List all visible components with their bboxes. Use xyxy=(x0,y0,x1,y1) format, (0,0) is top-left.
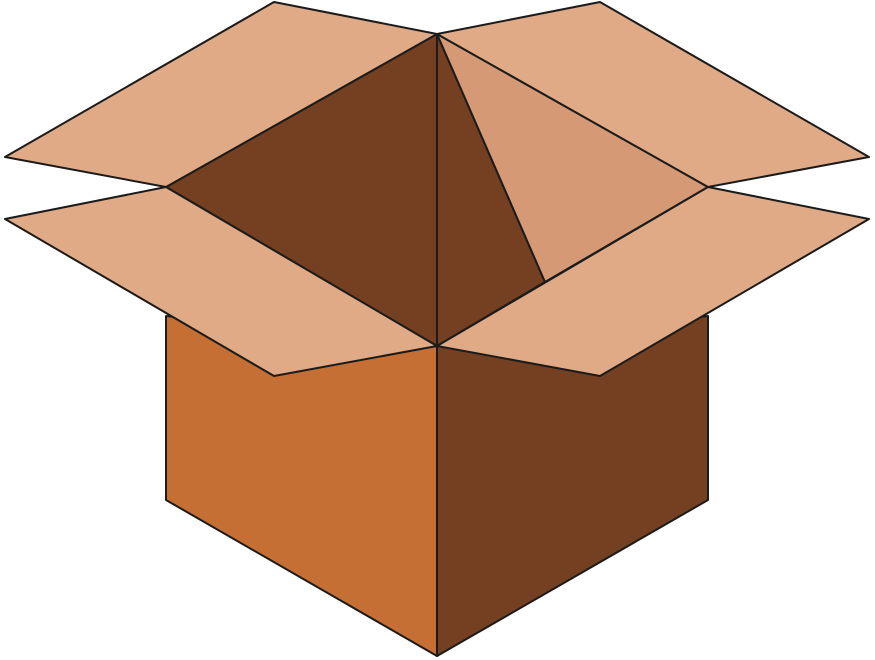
open-cardboard-box-icon xyxy=(0,0,875,660)
illustration-canvas xyxy=(0,0,875,660)
